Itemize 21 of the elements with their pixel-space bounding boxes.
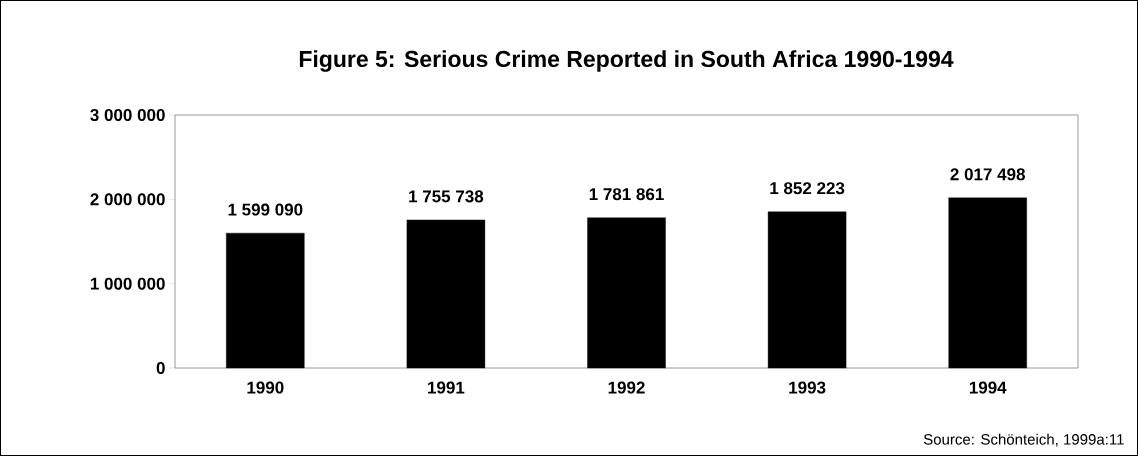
bar: [226, 232, 305, 369]
bar: [587, 217, 666, 369]
data-label: 1 852 223: [770, 182, 845, 195]
x-tick-label: 1990: [247, 381, 284, 394]
x-tick-label: 1992: [608, 381, 645, 394]
data-label: 2 017 498: [950, 168, 1025, 181]
bar: [406, 219, 486, 369]
x-tick-label: 1993: [789, 381, 826, 394]
data-label: 1 755 738: [409, 190, 484, 203]
y-tick-label: 0: [156, 361, 165, 375]
y-tick-label: 2 000 000: [90, 193, 165, 206]
x-tick-label: 1994: [969, 381, 1007, 394]
source-note: Source: Schönteich, 1999a:11: [923, 433, 1124, 447]
y-tick-label: 1 000 000: [90, 277, 165, 290]
y-tick-label: 3 000 000: [90, 108, 165, 122]
data-label: 1 599 090: [228, 203, 303, 216]
bar: [948, 197, 1027, 369]
x-tick-label: 1991: [428, 381, 465, 394]
bar: [767, 211, 847, 369]
data-label: 1 781 861: [589, 188, 664, 201]
chart-title: Figure 5: Serious Crime Reported in South Africa 1990-1994: [299, 50, 954, 72]
